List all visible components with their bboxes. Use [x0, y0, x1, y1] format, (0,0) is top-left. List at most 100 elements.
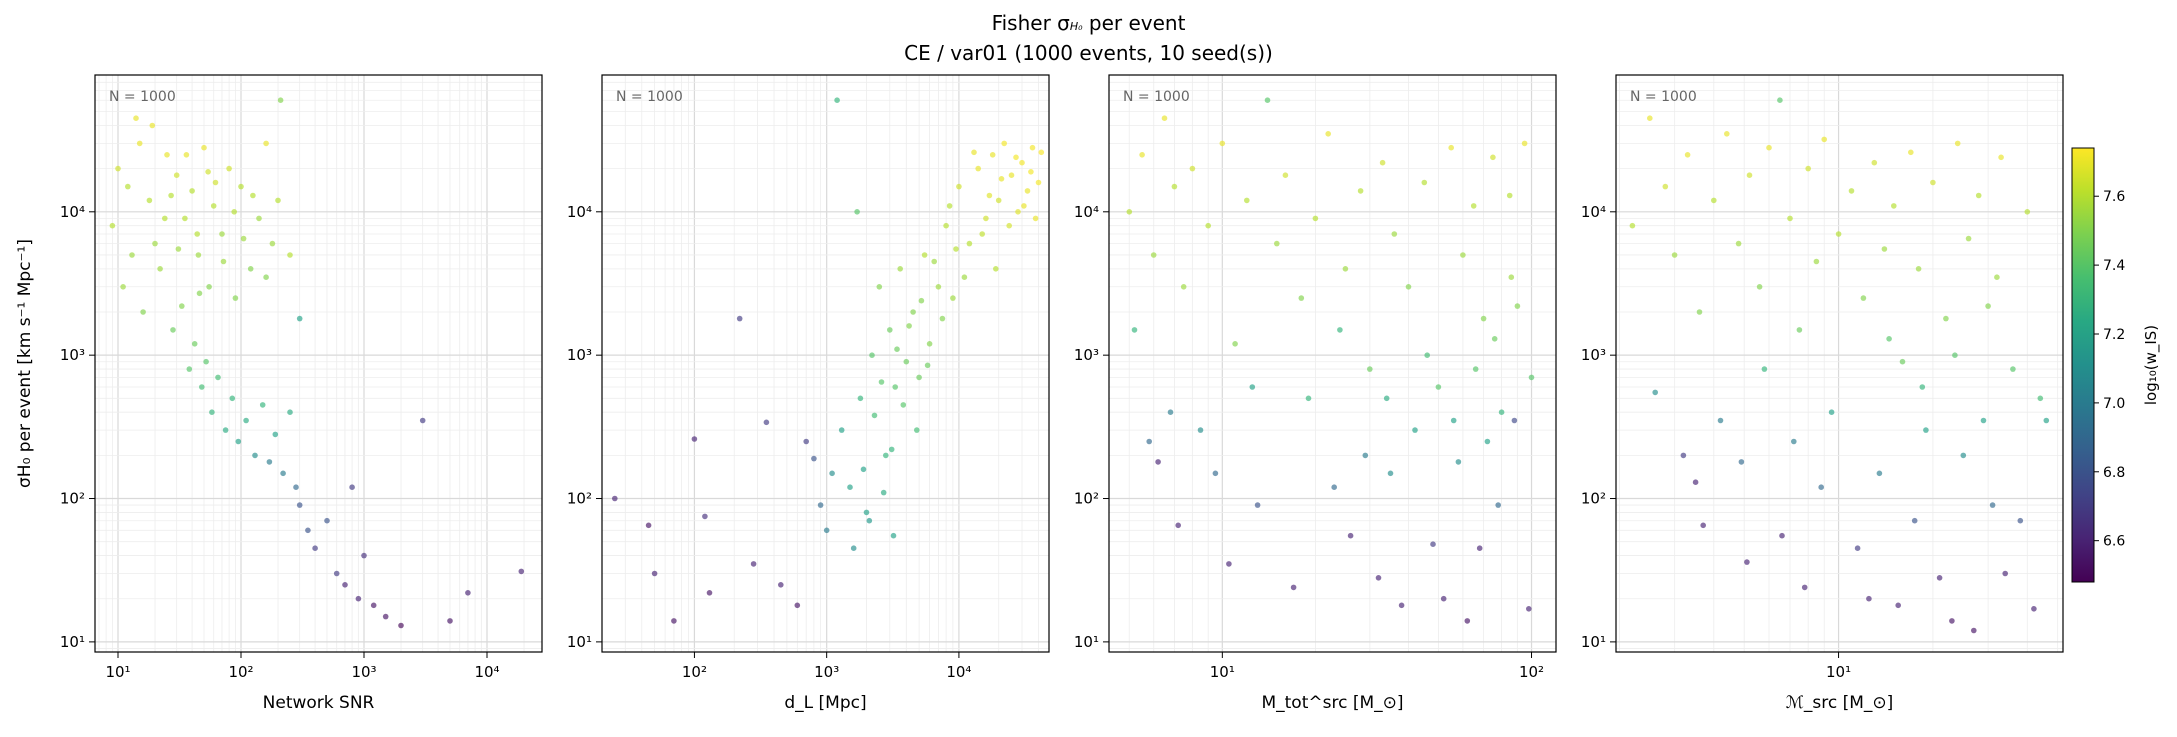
x-axis-label: ℳ_src [M_⊙]	[1786, 693, 1894, 713]
data-point	[691, 436, 698, 442]
data-point	[275, 197, 281, 204]
data-point	[146, 197, 153, 204]
data-point	[2031, 606, 2037, 612]
data-point	[1490, 154, 1496, 161]
data-point	[447, 618, 453, 624]
data-point	[1881, 246, 1888, 252]
data-point	[247, 266, 254, 272]
data-point	[1652, 389, 1658, 396]
data-point	[946, 203, 953, 209]
data-point	[1985, 303, 1991, 309]
data-point	[1448, 144, 1454, 151]
x-axis-label: Network SNR	[263, 693, 375, 713]
data-point	[1015, 209, 1021, 215]
data-point	[671, 618, 677, 624]
data-point	[847, 484, 853, 491]
data-point	[1491, 336, 1498, 342]
data-point	[226, 165, 232, 172]
data-point	[1337, 327, 1343, 333]
data-point	[1024, 188, 1031, 194]
data-point	[220, 258, 227, 265]
data-point	[324, 517, 330, 524]
x-tick-label: 10¹	[1826, 663, 1851, 681]
data-point	[287, 252, 293, 258]
data-point	[1013, 154, 1019, 161]
data-point	[296, 502, 303, 508]
data-point	[1421, 179, 1428, 186]
data-point	[1801, 584, 1808, 591]
data-point	[1495, 502, 1501, 508]
data-point	[651, 570, 658, 577]
data-point	[1777, 97, 1783, 103]
data-point	[1008, 172, 1015, 178]
data-point	[222, 427, 229, 433]
data-point	[333, 570, 340, 577]
data-point	[880, 489, 887, 496]
data-point	[259, 402, 266, 408]
data-point	[888, 446, 895, 453]
data-point	[850, 545, 857, 551]
data-point	[1038, 149, 1045, 156]
data-point	[956, 183, 962, 190]
data-point	[1787, 215, 1793, 222]
scatter-panel-1: 10¹ 10² 10³ 10⁴ 10¹ 10² 10³ 10⁴ N = 1000 Network …	[15, 74, 543, 713]
figure-title-line2: CE / var01 (1000 events, 10 seed(s))	[904, 41, 1273, 65]
colorbar-tick-label: 7.2	[2103, 327, 2125, 343]
data-point	[950, 295, 956, 301]
data-point	[887, 327, 893, 333]
data-point	[1835, 231, 1842, 237]
x-tick-label: 10¹	[105, 663, 130, 681]
data-point	[1440, 595, 1447, 602]
data-point	[140, 309, 146, 315]
data-point	[1305, 395, 1312, 402]
data-point	[272, 431, 279, 438]
data-point	[838, 427, 845, 433]
data-point	[1226, 561, 1232, 567]
data-point	[215, 374, 221, 381]
colorbar-tick-label: 6.6	[2103, 534, 2125, 550]
data-point	[129, 252, 135, 258]
data-point	[935, 284, 942, 290]
data-point	[109, 222, 116, 229]
data-point	[892, 384, 898, 390]
data-point	[811, 455, 817, 462]
x-tick-label: 10²	[682, 663, 707, 681]
data-point	[1146, 438, 1152, 445]
data-point	[1717, 417, 1724, 424]
data-point	[1472, 366, 1479, 372]
data-point	[1975, 192, 1982, 199]
data-point	[1362, 452, 1369, 459]
data-point	[926, 341, 933, 347]
plot-frame	[1615, 74, 2064, 653]
data-point	[1891, 203, 1897, 209]
data-point	[971, 149, 977, 156]
data-point	[1871, 159, 1878, 166]
data-point	[995, 197, 1002, 204]
data-point	[736, 315, 743, 322]
data-point	[869, 352, 875, 359]
data-point	[1886, 336, 1892, 342]
x-tick-label: 10³	[351, 663, 376, 681]
count-annotation: N = 1000	[616, 89, 683, 105]
data-point	[863, 509, 870, 516]
y-tick-label: 10⁴	[1074, 203, 1099, 221]
data-point	[1455, 459, 1462, 465]
data-point	[986, 192, 993, 199]
data-point	[210, 203, 217, 209]
data-point	[1282, 172, 1289, 178]
data-point	[203, 358, 209, 365]
data-point	[256, 215, 262, 222]
data-point	[1274, 240, 1280, 247]
data-point	[1761, 366, 1768, 372]
data-point	[1506, 192, 1513, 199]
data-point	[1387, 470, 1394, 477]
data-point	[900, 402, 907, 408]
plot-frame	[1108, 74, 1557, 653]
data-point	[1511, 417, 1518, 424]
data-point	[1526, 606, 1532, 612]
data-point	[763, 419, 770, 426]
y-tick-label: 10⁴	[1581, 203, 1606, 221]
data-point	[829, 470, 835, 477]
data-point	[1331, 484, 1337, 491]
